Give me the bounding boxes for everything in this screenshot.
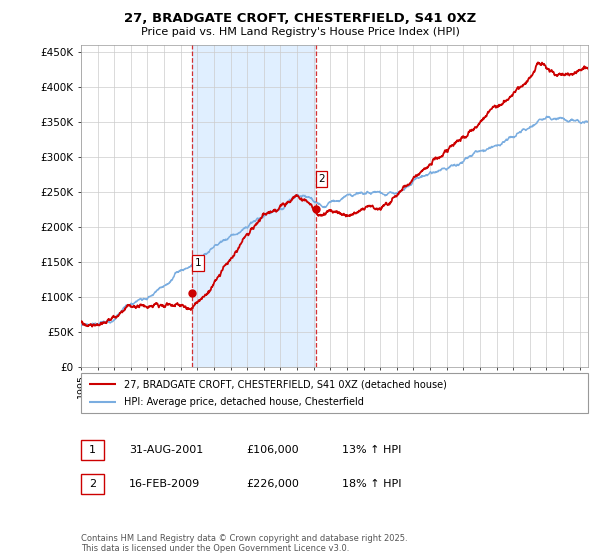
FancyBboxPatch shape (81, 373, 588, 413)
Text: 27, BRADGATE CROFT, CHESTERFIELD, S41 0XZ (detached house): 27, BRADGATE CROFT, CHESTERFIELD, S41 0X… (124, 379, 447, 389)
Text: 16-FEB-2009: 16-FEB-2009 (129, 479, 200, 489)
Text: 2: 2 (318, 174, 325, 184)
Text: 1: 1 (194, 258, 201, 268)
Text: 1: 1 (89, 445, 96, 455)
Text: 13% ↑ HPI: 13% ↑ HPI (342, 445, 401, 455)
Text: £226,000: £226,000 (246, 479, 299, 489)
Text: £106,000: £106,000 (246, 445, 299, 455)
Text: 27, BRADGATE CROFT, CHESTERFIELD, S41 0XZ: 27, BRADGATE CROFT, CHESTERFIELD, S41 0X… (124, 12, 476, 25)
Text: 31-AUG-2001: 31-AUG-2001 (129, 445, 203, 455)
Text: Price paid vs. HM Land Registry's House Price Index (HPI): Price paid vs. HM Land Registry's House … (140, 27, 460, 37)
Text: Contains HM Land Registry data © Crown copyright and database right 2025.
This d: Contains HM Land Registry data © Crown c… (81, 534, 407, 553)
Bar (192, 45, 316, 367)
Text: HPI: Average price, detached house, Chesterfield: HPI: Average price, detached house, Ches… (124, 397, 364, 407)
Text: 18% ↑ HPI: 18% ↑ HPI (342, 479, 401, 489)
Text: 2: 2 (89, 479, 96, 489)
